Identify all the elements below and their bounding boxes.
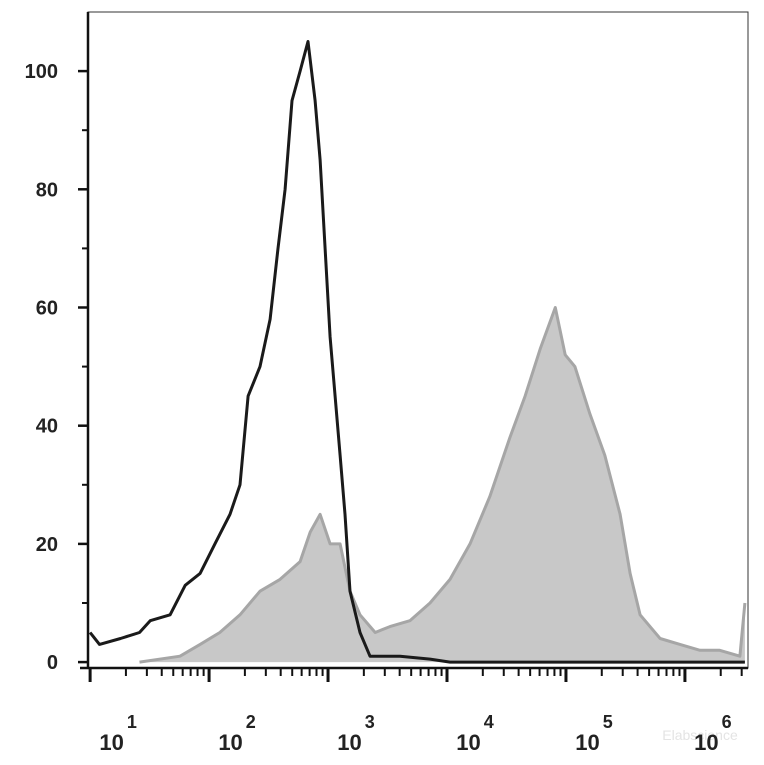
x-tick-label: 106: [694, 712, 732, 755]
area-outline: [139, 306, 747, 664]
x-tick-label: 101: [99, 712, 137, 755]
x-tick-label: 104: [456, 712, 494, 755]
x-tick-base: 10: [575, 730, 599, 755]
x-tick-exponent: 6: [722, 712, 732, 732]
x-tick-exponent: 5: [603, 712, 613, 732]
area-fill: [139, 307, 745, 663]
x-tick-label: 102: [218, 712, 256, 755]
y-tick-label: 0: [47, 652, 58, 674]
x-tick-exponent: 2: [246, 712, 256, 732]
histogram-line: [88, 40, 745, 664]
y-tick-label: 40: [36, 416, 58, 438]
plot-frame: [87, 11, 749, 669]
x-tick-base: 10: [99, 730, 123, 755]
x-tick-label: 103: [337, 712, 375, 755]
x-tick-label: 105: [575, 712, 613, 755]
y-tick-label: 60: [36, 297, 58, 319]
watermark: Elabscience: [662, 727, 738, 743]
y-tick-label: 20: [36, 534, 58, 556]
x-tick-exponent: 4: [484, 712, 494, 732]
x-tick-base: 10: [694, 730, 718, 755]
x-tick-exponent: 1: [127, 712, 137, 732]
x-tick-base: 10: [337, 730, 361, 755]
x-tick-exponent: 3: [365, 712, 375, 732]
y-tick-label: 80: [36, 179, 58, 201]
x-tick-base: 10: [456, 730, 480, 755]
x-tick-base: 10: [218, 730, 242, 755]
y-tick-label: 100: [25, 61, 58, 83]
